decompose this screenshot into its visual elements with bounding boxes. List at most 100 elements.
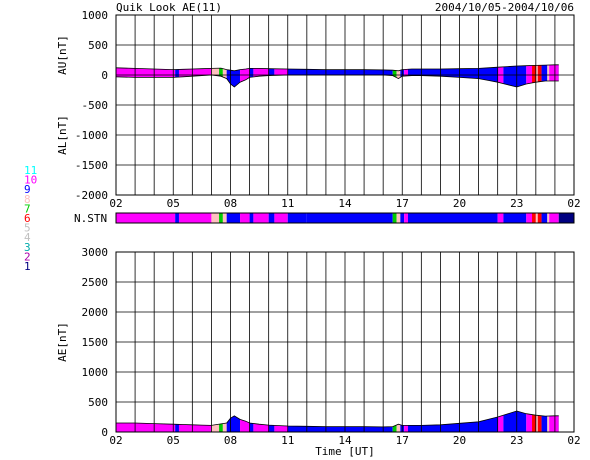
- p1-ytick-label: -2000: [75, 189, 108, 202]
- p1-ytick-label: 0: [101, 69, 108, 82]
- p1-ytick-label: 1000: [82, 9, 109, 22]
- p1-series-1-fill-segment: [547, 75, 550, 81]
- p1-xtick-label: 11: [281, 197, 294, 210]
- station-legend-item: 11: [24, 164, 37, 177]
- station-block: [178, 213, 212, 223]
- station-block: [396, 213, 401, 223]
- p1-xtick-label: 23: [510, 197, 523, 210]
- p2-series-0-fill-segment: [547, 415, 550, 432]
- stations-label: N.STN: [74, 212, 107, 225]
- station-block: [219, 213, 223, 223]
- p1-series-0-fill-segment: [392, 70, 397, 75]
- p1-series-0-fill-segment: [222, 68, 227, 75]
- p1-series-1-fill-segment: [526, 75, 533, 85]
- p2-series-0-fill-segment: [392, 424, 397, 432]
- p1-series-0-fill-segment: [268, 68, 275, 75]
- station-block: [249, 213, 254, 223]
- p2-ytick-label: 1500: [82, 336, 109, 349]
- p1-ytick-label: 500: [88, 39, 108, 52]
- station-legend-item: 4: [24, 231, 31, 244]
- p2-series-0-fill-segment: [268, 425, 275, 432]
- p1-xtick-label: 17: [396, 197, 409, 210]
- station-legend-item: 10: [24, 174, 37, 187]
- station-legend-item: 6: [24, 212, 31, 225]
- p1-series-0-fill-segment: [211, 68, 220, 75]
- p1-series-0-fill-segment: [535, 65, 538, 75]
- p2-series-0-fill-segment: [274, 425, 288, 432]
- station-block: [175, 213, 179, 223]
- station-block: [558, 213, 574, 223]
- station-block: [535, 213, 538, 223]
- p1-series-1-fill-segment: [503, 75, 527, 87]
- station-block: [537, 213, 542, 223]
- x-axis-label: Time [UT]: [315, 445, 375, 458]
- p1-series-1-fill-segment: [240, 75, 250, 83]
- p1-xtick-label: 05: [167, 197, 180, 210]
- p1-series-1-fill-segment: [497, 75, 504, 84]
- p2-series-0-fill-segment: [222, 422, 227, 432]
- p1-series-0-fill-segment: [253, 68, 269, 75]
- p1-series-0-fill-segment: [526, 65, 533, 75]
- p1-series-0-fill-segment: [396, 70, 401, 75]
- station-block: [253, 213, 269, 223]
- p2-series-0-fill-segment: [240, 419, 250, 432]
- p2-ytick-label: 0: [101, 426, 108, 439]
- p1-series-0-fill-segment: [541, 65, 548, 75]
- p2-series-0-fill-segment: [287, 426, 307, 432]
- p1-series-1-fill-segment: [222, 75, 227, 79]
- p2-series-0-fill-segment: [532, 414, 536, 432]
- p1-series-0-fill-segment: [404, 69, 408, 75]
- station-block: [404, 213, 408, 223]
- station-block: [532, 213, 536, 223]
- station-block: [222, 213, 227, 223]
- p2-xtick-label: 17: [396, 434, 409, 447]
- p1-ytick-label: -1500: [75, 159, 108, 172]
- p2-xtick-label: 11: [281, 434, 294, 447]
- p1-xtick-label: 02: [109, 197, 122, 210]
- ae-axis-label: AE[nT]: [56, 322, 69, 362]
- station-count-bar: N.STN: [74, 212, 575, 225]
- p2-series-0-line: [116, 410, 559, 428]
- station-block: [287, 213, 307, 223]
- au-al-frame: [115, 14, 575, 196]
- station-block: [226, 213, 241, 223]
- p2-series-0-fill-segment: [249, 423, 254, 432]
- station-legend-item: 1: [24, 260, 31, 273]
- p1-series-1-fill-segment: [226, 75, 241, 87]
- p2-xtick-label: 14: [338, 434, 352, 447]
- station-block: [547, 213, 550, 223]
- p2-series-0-fill-segment: [404, 425, 408, 432]
- station-block: [240, 213, 250, 223]
- p2-series-0-fill-segment: [211, 424, 220, 432]
- p2-series-0-fill-segment: [541, 415, 548, 432]
- p2-series-0-fill-segment: [306, 426, 393, 432]
- p1-series-0-fill-segment: [116, 67, 176, 75]
- p1-xtick-label: 02: [567, 197, 580, 210]
- p2-ytick-label: 1000: [82, 366, 109, 379]
- station-legend-item: 2: [24, 250, 31, 263]
- p1-ytick-label: -1000: [75, 129, 108, 142]
- p1-series-0-fill-segment: [240, 68, 250, 75]
- p1-series-0-fill-segment: [226, 69, 241, 75]
- p2-ytick-label: 3000: [82, 246, 109, 259]
- p2-series-0-fill-segment: [253, 423, 269, 432]
- p2-series-0-fill-segment: [116, 423, 176, 432]
- p1-series-0-fill-segment: [287, 69, 307, 75]
- chart-title: Quik Look AE(11): [116, 1, 222, 14]
- p2-xtick-label: 20: [453, 434, 466, 447]
- p2-series-0-fill-segment: [407, 417, 498, 432]
- p2-series-0-fill-segment: [503, 411, 527, 432]
- p2-xtick-label: 02: [109, 434, 122, 447]
- au-axis-label: AU[nT]: [56, 35, 69, 75]
- p2-xtick-label: 23: [510, 434, 523, 447]
- p2-series-0-fill-segment: [396, 424, 401, 432]
- p1-series-0-fill-segment: [175, 69, 179, 75]
- station-legend-item: 8: [24, 193, 31, 206]
- p1-series-0-fill-segment: [503, 65, 527, 75]
- al-axis-label: AL[nT]: [56, 115, 69, 155]
- p1-xtick-label: 14: [338, 197, 352, 210]
- p1-series-1-fill-segment: [178, 75, 212, 78]
- p1-xtick-label: 20: [453, 197, 466, 210]
- p1-series-1-fill-segment: [407, 75, 498, 83]
